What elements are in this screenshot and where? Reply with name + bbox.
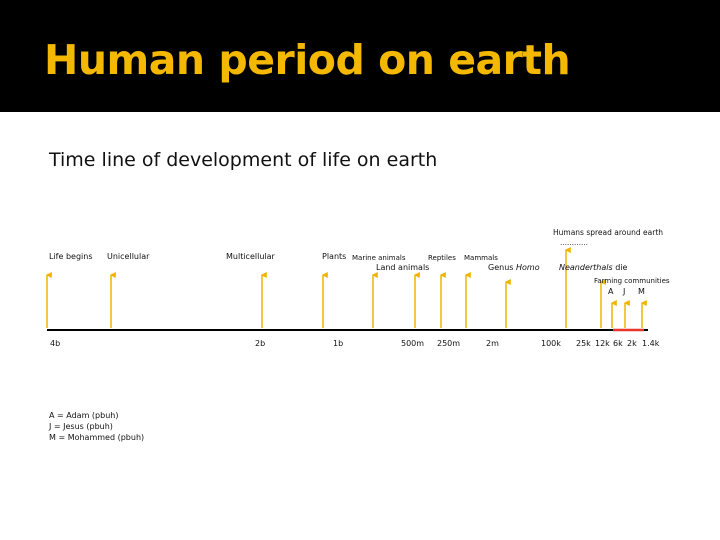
label-genus-homo: Genus Homo	[488, 263, 540, 273]
legend-adam: A = Adam (pbuh)	[49, 411, 119, 420]
label-mohammed-letter: M	[638, 287, 645, 296]
label-neanderthals-italic: Neanderthals	[559, 263, 613, 272]
tick-label-6k: 6k	[613, 339, 623, 348]
tick-label-25k: 25k	[576, 339, 591, 348]
label-neanderthals: Neanderthals die	[559, 263, 627, 273]
title-bar: Human period on earth	[0, 0, 720, 112]
label-unicellular: Unicellular	[107, 252, 150, 261]
tick-label-500m: 500m	[401, 339, 425, 348]
label-humans-spread-dots: …………	[560, 239, 588, 247]
label-genus-homo-prefix: Genus	[488, 263, 516, 272]
label-mammals: Mammals	[464, 254, 498, 262]
label-life-begins: Life begins	[49, 252, 93, 261]
label-land-animals: Land animals	[376, 263, 430, 272]
label-adam-letter: A	[608, 287, 614, 296]
label-jesus-letter: J	[623, 287, 626, 296]
tick-label-2k: 2k	[627, 339, 637, 348]
tick-label-2m: 2m	[486, 339, 499, 348]
label-reptiles: Reptiles	[428, 254, 456, 262]
label-neanderthals-suffix: die	[612, 263, 628, 272]
tick-label-100k: 100k	[541, 339, 561, 348]
tick-label-250m: 250m	[437, 339, 461, 348]
tick-label-4b: 4b	[50, 339, 61, 348]
label-farming-communities: Farming communities	[594, 277, 670, 285]
legend-jesus: J = Jesus (pbuh)	[49, 422, 113, 431]
legend: A = Adam (pbuh) J = Jesus (pbuh) M = Moh…	[49, 410, 144, 443]
slide-subtitle: Time line of development of life on eart…	[49, 149, 438, 171]
label-genus-homo-italic: Homo	[515, 263, 540, 272]
label-marine-animals: Marine animals	[352, 254, 406, 262]
tick-label-2b: 2b	[255, 339, 266, 348]
tick-label-12k: 12k	[595, 339, 610, 348]
label-humans-spread: Humans spread around earth	[553, 228, 664, 237]
label-plants: Plants	[322, 252, 347, 261]
label-multicellular: Multicellular	[226, 252, 275, 261]
slide-title: Human period on earth	[44, 36, 571, 84]
tick-label-1-4k: 1.4k	[642, 339, 660, 348]
legend-mohammed: M = Mohammed (pbuh)	[49, 433, 145, 442]
tick-label-1b: 1b	[333, 339, 344, 348]
